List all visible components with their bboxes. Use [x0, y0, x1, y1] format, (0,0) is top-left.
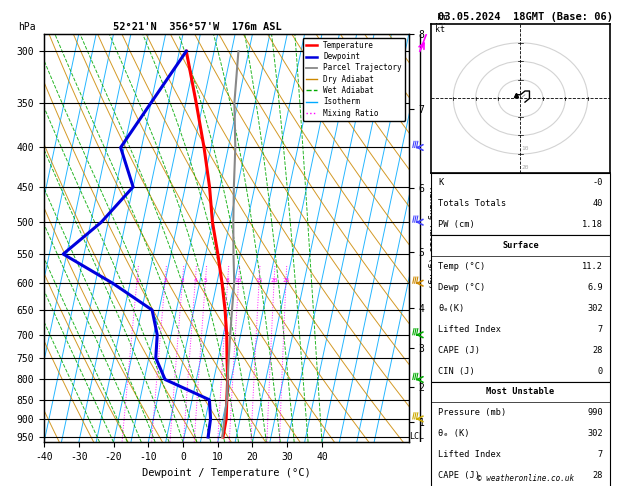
Text: Lifted Index: Lifted Index [438, 325, 501, 334]
Text: Most Unstable: Most Unstable [486, 387, 555, 397]
Text: 5: 5 [203, 278, 207, 283]
Text: 1.18: 1.18 [582, 220, 603, 229]
Text: 03.05.2024  18GMT (Base: 06): 03.05.2024 18GMT (Base: 06) [438, 12, 613, 22]
Text: 28: 28 [593, 346, 603, 355]
Text: LCL: LCL [409, 432, 424, 441]
Text: Lifted Index: Lifted Index [438, 450, 501, 459]
Legend: Temperature, Dewpoint, Parcel Trajectory, Dry Adiabat, Wet Adiabat, Isotherm, Mi: Temperature, Dewpoint, Parcel Trajectory… [303, 38, 405, 121]
Text: 302: 302 [587, 429, 603, 438]
Text: Dewp (°C): Dewp (°C) [438, 283, 486, 292]
Text: 11.2: 11.2 [582, 262, 603, 271]
Text: K: K [438, 178, 443, 188]
Text: CAPE (J): CAPE (J) [438, 471, 480, 480]
Text: PW (cm): PW (cm) [438, 220, 475, 229]
Text: 4: 4 [193, 278, 197, 283]
Text: hPa: hPa [18, 22, 36, 32]
Text: km
ASL: km ASL [434, 13, 449, 32]
Text: 52°21'N  356°57'W  176m ASL: 52°21'N 356°57'W 176m ASL [113, 22, 282, 32]
Text: 6.9: 6.9 [587, 283, 603, 292]
Text: 28: 28 [593, 471, 603, 480]
Y-axis label: Mixing Ratio (g/kg): Mixing Ratio (g/kg) [426, 187, 435, 289]
Text: kt: kt [435, 25, 445, 34]
Text: θₑ (K): θₑ (K) [438, 429, 469, 438]
Text: Temp (°C): Temp (°C) [438, 262, 486, 271]
Text: CIN (J): CIN (J) [438, 366, 475, 376]
Text: 302: 302 [587, 304, 603, 313]
Text: 3: 3 [181, 278, 184, 283]
Text: 2: 2 [163, 278, 167, 283]
Text: 20: 20 [521, 165, 529, 170]
Text: 7: 7 [598, 450, 603, 459]
Text: CAPE (J): CAPE (J) [438, 346, 480, 355]
Text: 0: 0 [598, 366, 603, 376]
Text: 10: 10 [521, 146, 529, 151]
Text: 25: 25 [282, 278, 289, 283]
Text: 8: 8 [226, 278, 230, 283]
Text: -0: -0 [593, 178, 603, 188]
Text: Surface: Surface [502, 241, 539, 250]
Text: © weatheronline.co.uk: © weatheronline.co.uk [477, 474, 574, 483]
Text: 15: 15 [255, 278, 263, 283]
Text: 40: 40 [593, 199, 603, 208]
Text: 990: 990 [587, 408, 603, 417]
X-axis label: Dewpoint / Temperature (°C): Dewpoint / Temperature (°C) [142, 468, 311, 478]
Text: 10: 10 [235, 278, 242, 283]
Text: 1: 1 [135, 278, 138, 283]
Text: Totals Totals: Totals Totals [438, 199, 506, 208]
Text: 7: 7 [598, 325, 603, 334]
Text: θₑ(K): θₑ(K) [438, 304, 464, 313]
Text: Pressure (mb): Pressure (mb) [438, 408, 506, 417]
Text: 20: 20 [270, 278, 278, 283]
